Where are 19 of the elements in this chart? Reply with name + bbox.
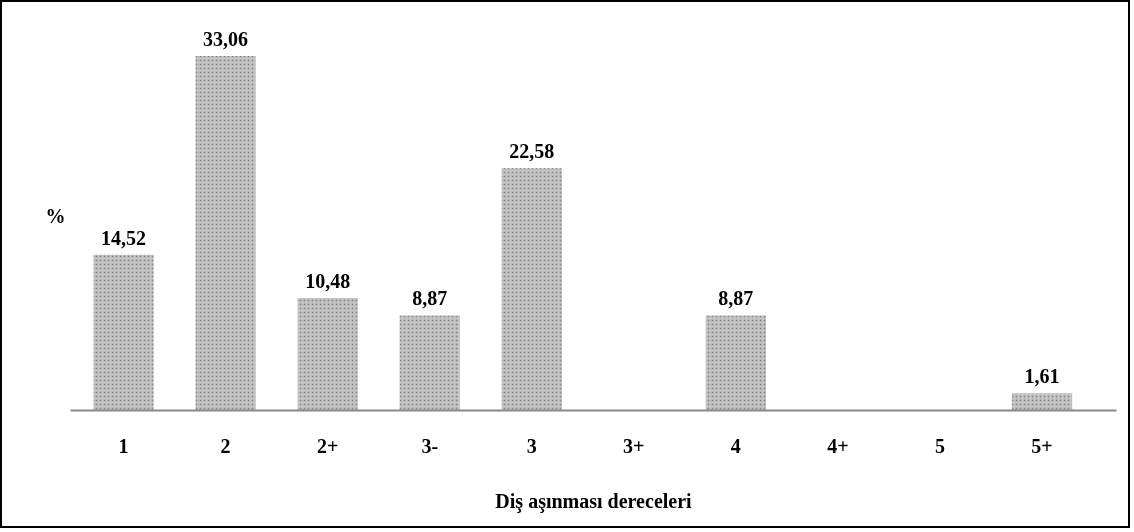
data-label: 10,48 [305, 270, 351, 293]
data-label: 8,87 [412, 287, 448, 310]
x-tick-label: 2+ [316, 434, 339, 457]
x-tick-label: 4 [730, 434, 741, 457]
x-tick-label: 5 [934, 434, 945, 457]
x-tick-label: 2 [220, 434, 231, 457]
x-tick-label: 3+ [623, 434, 645, 457]
y-axis-title: % [45, 204, 66, 227]
data-label: 33,06 [203, 27, 249, 50]
x-axis-title: Diş aşınması dereceleri [495, 489, 693, 513]
x-tick-label: 3 [526, 434, 537, 457]
data-label: 14,52 [101, 226, 147, 249]
x-tick-label: 5+ [1031, 434, 1053, 457]
data-label: 8,87 [718, 287, 754, 310]
data-label: 22,58 [509, 140, 555, 163]
x-tick-label: 4+ [827, 434, 849, 457]
x-tick-label: 1 [118, 434, 129, 457]
data-label: 1,61 [1024, 365, 1060, 388]
x-tick-label: 3- [421, 434, 439, 457]
